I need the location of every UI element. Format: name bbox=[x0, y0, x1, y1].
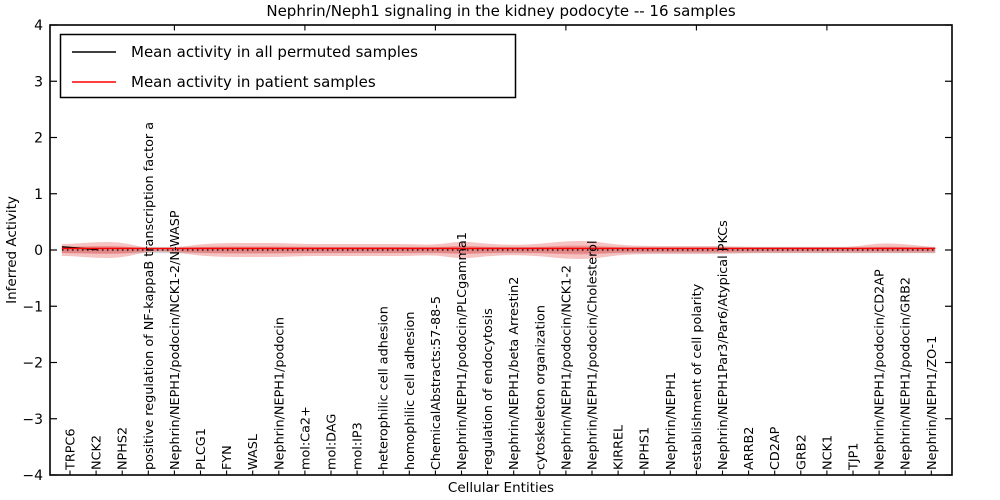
permuted-range-band bbox=[61, 246, 936, 254]
patient-band-outer bbox=[61, 241, 936, 259]
y-tick-label: 2 bbox=[34, 131, 43, 147]
x-tick-label: Nephrin/NEPH1/podocin/CD2AP bbox=[873, 269, 888, 470]
x-tick-label: CD2AP bbox=[768, 426, 783, 470]
y-tick-label: −2 bbox=[22, 356, 43, 372]
y-tick-label: 3 bbox=[34, 74, 43, 90]
x-tick-label: mol:Ca2+ bbox=[298, 406, 313, 470]
x-tick-label: NPHS2 bbox=[116, 427, 131, 470]
x-tick-label: Nephrin/NEPH1Par3/Par6/Atypical PKCs bbox=[716, 220, 731, 470]
x-tick-label: ARRB2 bbox=[742, 427, 757, 470]
x-tick-label: cytoskeleton organization bbox=[533, 305, 548, 470]
y-axis-label: Inferred Activity bbox=[4, 196, 20, 304]
y-tick-label: 1 bbox=[34, 187, 43, 203]
x-tick-label: TRPC6 bbox=[64, 428, 79, 471]
x-axis-label: Cellular Entities bbox=[448, 480, 554, 496]
x-tick-label: Nephrin/NEPH1/beta Arrestin2 bbox=[507, 277, 522, 470]
x-tick-label: Nephrin/NEPH1/podocin/Cholesterol bbox=[586, 240, 601, 470]
axes-frame bbox=[49, 24, 953, 476]
x-tick-label: Nephrin/NEPH1/podocin/GRB2 bbox=[899, 277, 914, 470]
x-tick-label: Nephrin/NEPH1 bbox=[664, 372, 679, 470]
legend: Mean activity in all permuted samples Me… bbox=[59, 33, 517, 99]
y-tick-label: −4 bbox=[22, 468, 43, 484]
x-tick-label: regulation of endocytosis bbox=[481, 308, 496, 470]
x-tick-label: NCK2 bbox=[90, 435, 105, 470]
x-tick-label: mol:IP3 bbox=[351, 422, 366, 470]
x-tick-label: Nephrin/NEPH1/podocin/NCK1-2/N-WASP bbox=[168, 210, 183, 470]
plot-area: TRPC6 NCK2 NPHS2 positive regulation of NF-… bbox=[22, 18, 952, 484]
y-tick-label: 4 bbox=[34, 18, 43, 34]
x-tick-label: positive regulation of NF-kappaB transcr… bbox=[142, 122, 157, 470]
x-tick-label: NCK1 bbox=[820, 435, 835, 470]
x-tick-label: Nephrin/NEPH1/ZO-1 bbox=[925, 336, 940, 470]
x-tick-label: KIRREL bbox=[612, 424, 627, 470]
x-tick-label: FYN bbox=[220, 445, 235, 470]
y-tick-label: 0 bbox=[34, 243, 43, 259]
x-tick-label: ChemicalAbstracts:57-88-5 bbox=[429, 296, 444, 470]
x-tick-label: NPHS1 bbox=[638, 427, 653, 470]
legend-label-patient: Mean activity in patient samples bbox=[131, 73, 376, 91]
y-tick-label: −3 bbox=[22, 412, 43, 428]
x-tick-label: Nephrin/NEPH1/podocin/PLCgamma1 bbox=[455, 232, 470, 470]
legend-label-permuted: Mean activity in all permuted samples bbox=[131, 43, 418, 61]
x-tick-label: PLCG1 bbox=[194, 428, 209, 470]
x-tick-label: Nephrin/NEPH1/podocin bbox=[272, 317, 287, 470]
x-tick-label: TJP1 bbox=[847, 443, 862, 471]
x-tick-label: GRB2 bbox=[794, 434, 809, 470]
legend-box bbox=[59, 33, 517, 99]
x-tick-label: homophilic cell adhesion bbox=[403, 312, 418, 470]
x-tick-label: mol:DAG bbox=[325, 414, 340, 470]
chart-title: Nephrin/Neph1 signaling in the kidney po… bbox=[266, 2, 735, 20]
x-tick-label: WASL bbox=[246, 433, 261, 470]
y-tick-label: −1 bbox=[22, 299, 43, 315]
x-tick-label: heterophilic cell adhesion bbox=[377, 306, 392, 470]
x-tick-label: Nephrin/NEPH1/podocin/NCK1-2 bbox=[559, 265, 574, 470]
x-tick-label: establishment of cell polarity bbox=[690, 283, 705, 470]
